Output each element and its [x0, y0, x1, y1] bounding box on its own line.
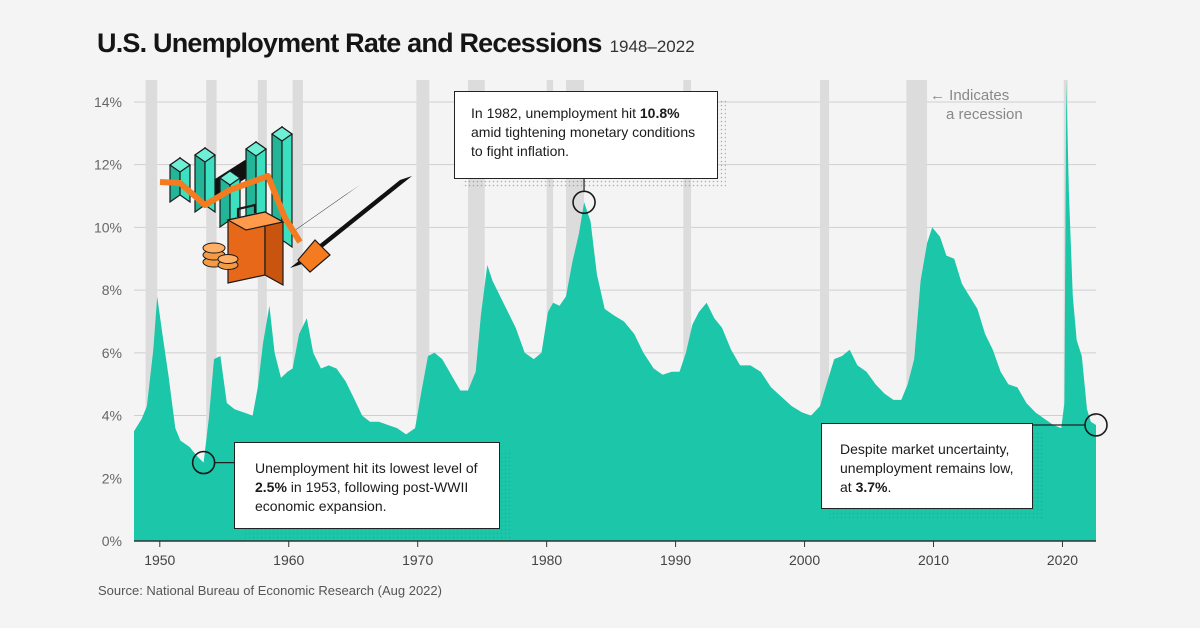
coins: [202, 242, 239, 270]
annotation-2022: Despite market uncertainty, unemployment…: [821, 423, 1033, 509]
annotation-1982-text-2: amid tightening monetary conditions to f…: [471, 124, 696, 159]
annotation-1953-text-2: in 1953, following post-WWII economic ex…: [255, 479, 469, 514]
recession-band: [820, 80, 830, 541]
x-tick-label: 2000: [789, 552, 820, 568]
annotation-1953-value: 2.5%: [255, 479, 287, 495]
bar-1: [168, 156, 192, 204]
annotation-2022-text: Despite market uncertainty, unemployment…: [840, 441, 1014, 495]
bar-4: [244, 140, 268, 234]
annotation-points: [191, 190, 1108, 475]
annotation-1953-text: Unemployment hit its lowest level of: [255, 460, 478, 476]
x-tick-label: 1970: [402, 552, 433, 568]
x-tick-label: 1960: [273, 552, 304, 568]
x-tick-label: 2020: [1047, 552, 1078, 568]
y-tick-label: 6%: [102, 345, 122, 361]
y-tick-label: 2%: [102, 470, 122, 486]
y-tick-label: 8%: [102, 282, 122, 298]
y-tick-label: 14%: [94, 94, 122, 110]
source-note: Source: National Bureau of Economic Rese…: [98, 583, 442, 598]
annotation-1982: In 1982, unemployment hit 10.8% amid tigh…: [454, 91, 718, 179]
y-tick-label: 4%: [102, 408, 122, 424]
recession-legend-line1: Indicates: [949, 87, 1010, 104]
x-tick-label: 1950: [144, 552, 175, 568]
recession-legend-line2: a recession: [946, 106, 1023, 123]
annotation-leaders: [214, 179, 1085, 464]
annotation-2022-text-2: .: [887, 479, 892, 495]
point-1953: [191, 450, 216, 475]
y-axis-ticks: 0% 2% 4% 6% 8% 10% 12% 14%: [94, 94, 122, 549]
orange-arrow: [159, 173, 331, 273]
chart-illustration-icon: [159, 125, 412, 287]
x-tick-label: 1990: [660, 552, 691, 568]
annotation-1953: Unemployment hit its lowest level of 2.5…: [234, 442, 500, 529]
chart-subtitle: 1948–2022: [609, 37, 695, 56]
x-tick-label: 2010: [918, 552, 949, 568]
recession-band: [257, 80, 267, 541]
x-tick-label: 1980: [531, 552, 562, 568]
recession-legend: ← Indicates a recession: [930, 86, 1023, 124]
point-1982: [572, 190, 596, 215]
chart-title: U.S. Unemployment Rate and Recessions: [97, 28, 602, 58]
y-tick-label: 0%: [102, 533, 122, 549]
y-tick-label: 10%: [94, 219, 122, 235]
y-tick-label: 12%: [94, 157, 122, 173]
recession-band: [206, 80, 217, 541]
recession-band: [292, 80, 303, 541]
left-arrow-icon: ←: [930, 87, 945, 104]
recession-band: [145, 80, 158, 541]
point-2022: [1084, 413, 1108, 437]
annotation-2022-value: 3.7%: [855, 479, 888, 495]
annotation-1982-value: 10.8%: [639, 105, 680, 121]
title-block: U.S. Unemployment Rate and Recessions 194…: [97, 28, 695, 59]
annotation-1982-text: In 1982, unemployment hit: [471, 105, 640, 121]
recession-band: [683, 80, 692, 541]
x-axis-ticks: 1950 1960 1970 1980 1990 2000 2010 2020: [134, 540, 1096, 568]
